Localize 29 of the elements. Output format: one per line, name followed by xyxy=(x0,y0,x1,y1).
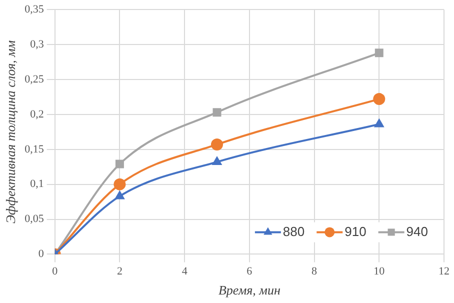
point xyxy=(114,178,126,190)
x-tick-label: 2 xyxy=(116,266,122,278)
y-tick-label: 0,2 xyxy=(30,108,44,120)
y-tick-label: 0,3 xyxy=(30,38,44,50)
y-tick-label: 0,35 xyxy=(24,3,44,16)
y-axis-title: Эффективная толщина слоя, мм xyxy=(3,40,18,224)
x-tick-label: 12 xyxy=(438,266,450,278)
x-tick-label: 6 xyxy=(246,266,253,278)
point xyxy=(374,118,384,128)
y-tick-label: 0,05 xyxy=(24,213,44,226)
point xyxy=(212,156,222,165)
x-tick-label: 4 xyxy=(182,266,188,278)
y-tick-label: 0,1 xyxy=(30,178,44,190)
point xyxy=(212,108,222,117)
x-tick-label: 8 xyxy=(312,266,318,278)
point xyxy=(374,48,384,58)
point xyxy=(210,138,223,150)
y-tick-label: 0,25 xyxy=(24,73,44,86)
x-tick-label: 0 xyxy=(52,266,58,278)
point xyxy=(373,93,386,106)
y-tick-label: 0 xyxy=(38,248,44,260)
x-tick-label: 10 xyxy=(374,266,386,278)
y-tick-label: 0,15 xyxy=(24,143,44,156)
point xyxy=(114,190,125,200)
point xyxy=(115,160,124,168)
legend-label: 940 xyxy=(406,224,428,239)
legend-label: 910 xyxy=(344,224,366,239)
x-axis-title: Время, мин xyxy=(218,282,280,298)
legend-label: 880 xyxy=(282,224,305,239)
